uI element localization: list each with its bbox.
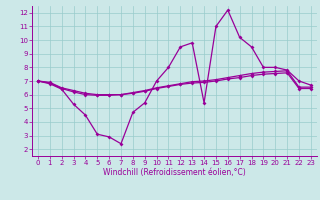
X-axis label: Windchill (Refroidissement éolien,°C): Windchill (Refroidissement éolien,°C): [103, 168, 246, 177]
